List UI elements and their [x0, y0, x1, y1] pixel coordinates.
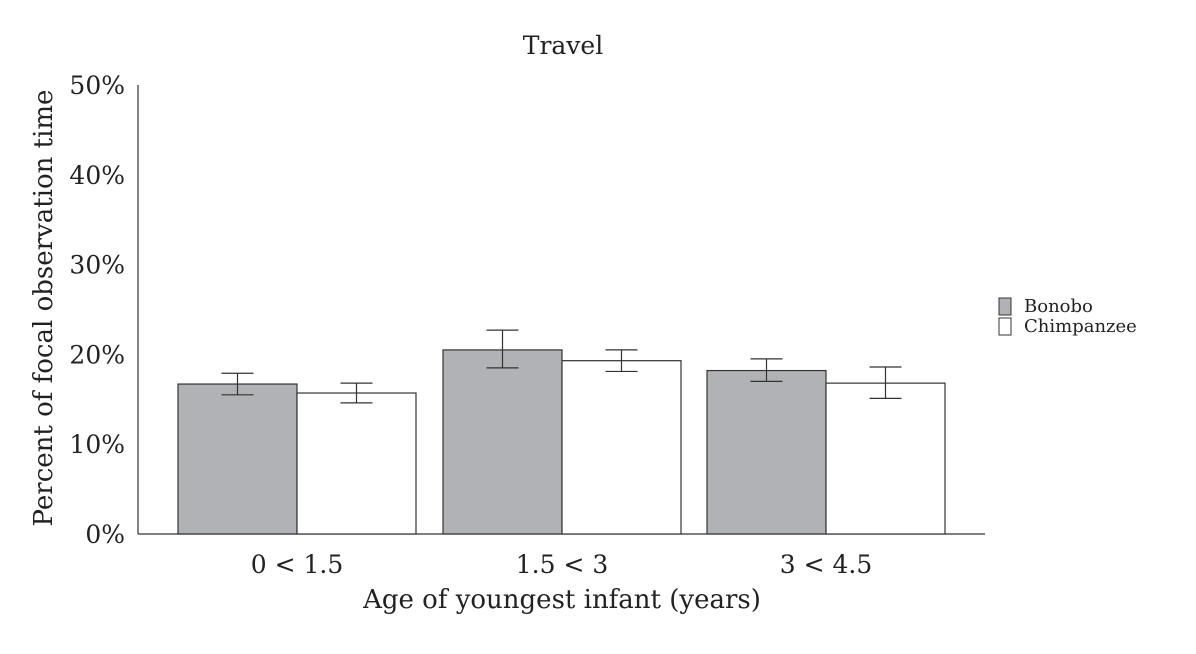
- bar-chimpanzee: [296, 392, 417, 535]
- bar-bonobo: [177, 383, 298, 535]
- legend-label-chimpanzee: Chimpanzee: [1024, 316, 1137, 337]
- legend-label-bonobo: Bonobo: [1024, 296, 1093, 317]
- x-axis-title: Age of youngest infant (years): [362, 585, 761, 615]
- chart-title: Travel: [523, 31, 603, 60]
- bar-chimpanzee: [561, 360, 682, 535]
- x-tick-label: 3 < 4.5: [780, 550, 873, 579]
- y-tick-label: 30%: [69, 251, 125, 280]
- y-tick-label: 40%: [69, 161, 125, 190]
- y-tick-label: 50%: [69, 71, 125, 100]
- bar-bonobo: [706, 369, 827, 535]
- x-tick-label: 0 < 1.5: [251, 550, 344, 579]
- y-tick-label: 20%: [69, 340, 125, 369]
- bar-bonobo: [442, 349, 563, 535]
- y-axis-title: Percent of focal observation time: [29, 90, 59, 527]
- legend-swatch-chimpanzee: [998, 317, 1012, 336]
- bar-chimpanzee: [825, 382, 946, 535]
- y-tick-label: 0%: [85, 520, 125, 549]
- plot-area: 0% 10% 20% 30% 40% 50% 0 < 1.5 1.5 < 3 3 < 4.5: [69, 71, 985, 579]
- y-tick-label: 10%: [69, 430, 125, 459]
- legend-swatch-bonobo: [998, 297, 1012, 316]
- x-tick-label: 1.5 < 3: [516, 550, 609, 579]
